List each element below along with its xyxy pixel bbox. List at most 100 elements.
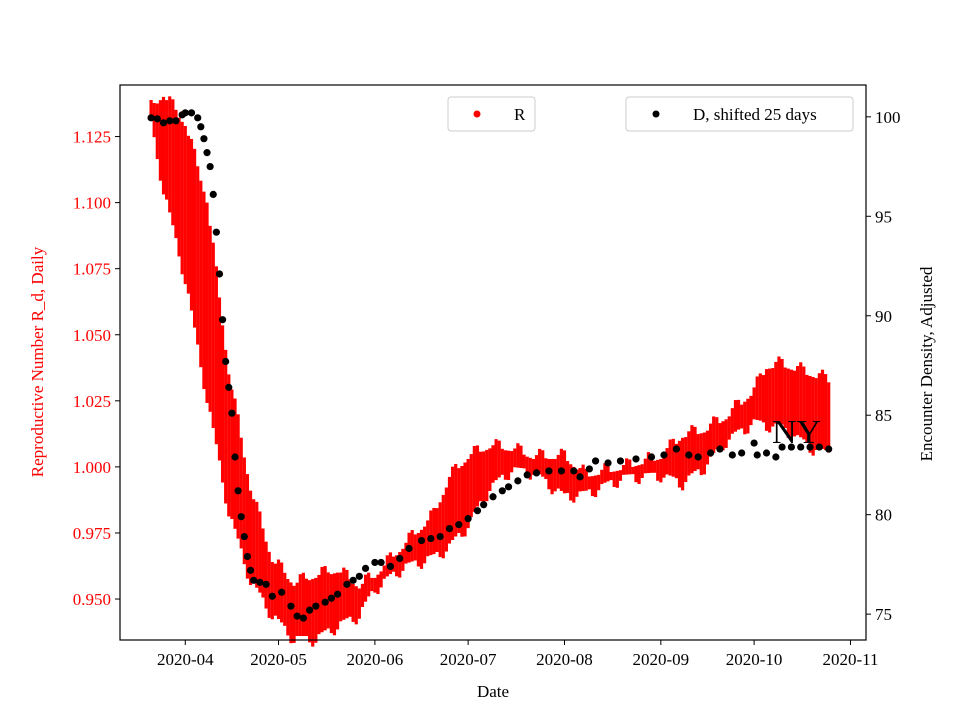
d-point — [321, 598, 329, 606]
r-error-bar — [771, 368, 775, 427]
r-error-bar — [534, 455, 539, 472]
d-point — [464, 515, 472, 523]
r-error-bar — [435, 508, 439, 552]
r-error-bar — [429, 510, 433, 556]
legend-d-label: D, shifted 25 days — [693, 105, 817, 124]
r-error-bar — [391, 556, 396, 572]
r-error-bar — [522, 454, 526, 469]
r-error-bar — [740, 404, 744, 429]
r-error-bar — [525, 456, 529, 477]
r-error-bar — [454, 463, 458, 537]
r-error-bar — [214, 266, 218, 445]
r-error-bar — [783, 367, 787, 428]
r-error-bar — [531, 458, 536, 475]
r-error-bar — [348, 579, 352, 617]
d-point — [753, 451, 761, 459]
d-point — [778, 443, 786, 451]
x-axis: 2020-04 2020-05 2020-06 2020-07 2020-08 2020-… — [157, 640, 878, 669]
d-point — [203, 149, 211, 157]
d-point — [228, 409, 236, 417]
r-error-bar — [758, 373, 762, 421]
r-error-bar — [823, 374, 828, 450]
d-point — [604, 459, 612, 467]
left-y-tick-label: 1.100 — [73, 194, 111, 213]
r-error-bar — [189, 138, 194, 311]
d-point — [445, 525, 454, 533]
d-point — [231, 453, 239, 461]
r-error-bar — [351, 583, 355, 622]
d-point — [647, 453, 656, 461]
r-error-bar — [416, 532, 420, 567]
r-error-bar — [792, 370, 797, 437]
r-error-bar — [572, 466, 576, 503]
r-error-bar — [323, 566, 327, 631]
d-point — [240, 532, 248, 541]
r-error-bar — [684, 437, 688, 483]
r-error-bar — [485, 449, 489, 502]
r-error-bar — [724, 419, 728, 448]
d-point — [797, 443, 805, 451]
legend-d-marker — [652, 110, 660, 118]
d-point — [706, 449, 715, 457]
r-error-bar — [404, 542, 408, 564]
d-point — [396, 554, 404, 563]
r-error-bar — [640, 464, 644, 479]
r-error-bar — [606, 464, 610, 482]
r-error-bar — [242, 457, 246, 565]
r-error-bar — [653, 460, 657, 473]
r-error-bar — [441, 494, 445, 559]
d-point — [194, 114, 202, 122]
r-error-bar — [488, 448, 492, 491]
d-point — [218, 316, 227, 324]
r-error-bar — [693, 426, 697, 472]
r-error-bar — [360, 583, 365, 607]
d-point — [806, 443, 814, 451]
r-error-bar — [261, 528, 265, 598]
r-error-bar — [494, 439, 498, 481]
right-y-axis: 75 80 85 90 95 100 — [866, 108, 901, 624]
d-point — [489, 493, 497, 501]
left-y-tick-label: 1.075 — [73, 260, 111, 279]
r-error-bar — [705, 430, 710, 465]
x-tick-label: 2020-07 — [440, 650, 497, 669]
d-point — [660, 451, 668, 459]
r-error-bar — [208, 225, 212, 412]
d-point — [312, 602, 320, 610]
r-error-bar — [273, 563, 278, 616]
r-error-bar — [314, 577, 318, 643]
d-point — [585, 465, 593, 473]
r-error-bar — [814, 378, 818, 450]
d-point — [498, 487, 506, 495]
r-error-bar — [510, 451, 514, 473]
legend-d-box — [625, 96, 854, 132]
legend-d: D, shifted 25 days — [625, 96, 854, 132]
plot-frame — [119, 84, 867, 641]
r-error-bar — [370, 577, 374, 592]
r-error-bar — [363, 574, 368, 602]
r-error-bar — [528, 457, 532, 480]
r-error-bar — [749, 395, 753, 426]
r-error-bar — [506, 450, 511, 481]
r-error-bar — [283, 572, 287, 626]
annotation-ny: NY — [772, 414, 821, 451]
r-error-bar — [258, 511, 262, 593]
r-error-bar — [519, 445, 523, 469]
r-error-bar — [224, 349, 228, 504]
left-y-tick-label: 0.950 — [73, 590, 111, 609]
r-error-bar — [637, 465, 641, 485]
r-error-bar — [382, 565, 386, 579]
legend-r: R — [447, 96, 536, 132]
r-error-bar — [569, 464, 573, 501]
r-error-bar — [503, 450, 508, 480]
r-error-bar — [202, 191, 206, 390]
x-tick-label: 2020-11 — [822, 650, 878, 669]
r-error-bar — [817, 373, 821, 448]
r-error-bar — [345, 569, 349, 619]
d-point — [262, 580, 270, 588]
r-error-bar — [761, 375, 766, 423]
r-error-bar — [746, 398, 750, 434]
r-error-bar — [497, 440, 501, 478]
r-error-bar — [233, 398, 237, 529]
r-error-bar — [220, 325, 225, 483]
r-error-bar — [239, 437, 243, 549]
